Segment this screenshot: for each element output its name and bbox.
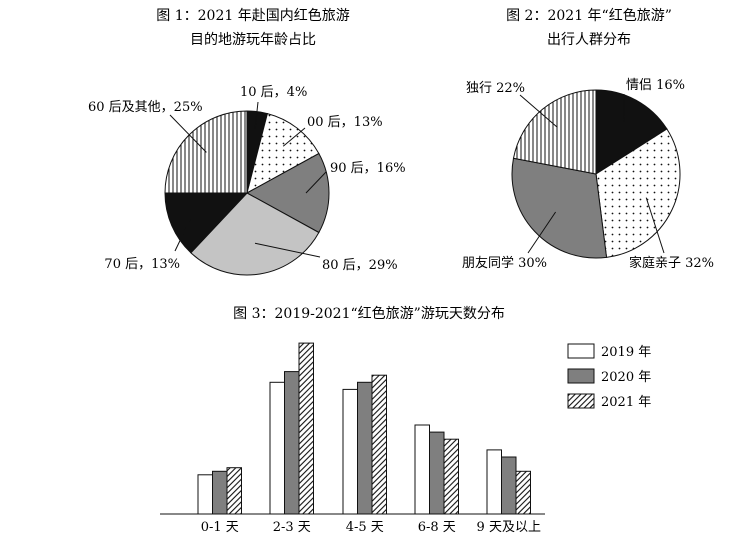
bar <box>443 438 459 515</box>
pie-slice-label: 60 后及其他，25% <box>88 100 203 115</box>
bar <box>197 474 213 515</box>
legend-swatch <box>567 368 595 384</box>
pie-leader-line <box>254 242 321 258</box>
chart3-title: 图 3：2019-2021“红色旅游”游玩天数分布 <box>233 305 505 322</box>
pie-slice-label: 独行 22% <box>466 81 525 96</box>
pie-slice <box>164 192 249 254</box>
bar-legend: 2019 年 2020 年 2021 年 <box>567 343 651 410</box>
legend-label: 2020 年 <box>601 370 651 385</box>
chart2-title: 图 2：2021 年“红色旅游” <box>506 7 672 24</box>
pie-slice-label: 情侣 16% <box>626 78 685 93</box>
pie-slice <box>246 112 320 194</box>
pie-leader-line <box>282 127 306 147</box>
pie-slice <box>245 152 330 234</box>
pie-slice <box>595 89 668 175</box>
bar <box>357 381 373 515</box>
legend-label: 2021 年 <box>601 395 651 410</box>
pie-leader-line <box>169 114 207 153</box>
pie-slice <box>511 157 608 259</box>
legend-label: 2019 年 <box>601 345 651 360</box>
legend-swatch <box>567 343 595 359</box>
chart1-subtitle: 目的地游玩年龄占比 <box>190 32 316 48</box>
pie-leader-line <box>519 94 558 128</box>
x-tick-label: 9 天及以上 <box>477 520 541 535</box>
bar <box>212 470 228 515</box>
pie-slice-label: 朋友同学 30% <box>462 255 547 271</box>
bar <box>342 388 358 515</box>
pie-leader-line <box>305 171 327 194</box>
bar <box>284 371 300 515</box>
bar-chart-days: 0-1 天 2-3 天 4-5 天 6-8 天 9 天及以上 <box>160 342 545 535</box>
pie-slice <box>190 192 320 276</box>
bar <box>226 467 242 515</box>
x-tick-label: 0-1 天 <box>201 520 239 535</box>
pie-slice-label: 70 后，13% <box>104 257 180 272</box>
legend-swatch <box>567 393 595 409</box>
x-tick-label: 6-8 天 <box>418 520 456 535</box>
chart2-subtitle: 出行人群分布 <box>547 32 631 48</box>
pie-slice <box>595 128 681 258</box>
pie-slice-label: 家庭亲子 32% <box>629 255 714 271</box>
pie-leader-line <box>254 101 259 130</box>
pie-slice <box>512 89 597 175</box>
bar <box>371 374 387 515</box>
pie-age-distribution: 10 后，4%00 后，13% 90 后，16% 80 后，29% 70 后，13% 6… <box>88 85 406 276</box>
bar <box>298 342 314 515</box>
bar <box>414 424 430 515</box>
pie-slice-label: 00 后，13% <box>307 115 383 130</box>
bar <box>269 381 285 515</box>
bar <box>429 431 445 515</box>
pie-slice-label: 80 后，29% <box>322 258 398 273</box>
x-tick-label: 4-5 天 <box>346 520 384 535</box>
chart1-title: 图 1：2021 年赴国内红色旅游 <box>156 7 349 24</box>
bar <box>486 449 502 515</box>
pie-slice-label: 90 后，16% <box>330 161 406 176</box>
bar <box>501 456 517 515</box>
pie-leader-line <box>527 211 557 254</box>
x-tick-label: 2-3 天 <box>273 520 311 535</box>
pie-traveler-group: 情侣 16% 家庭亲子 32% 朋友同学 30% 独行 22% <box>462 78 714 271</box>
bar <box>515 470 531 515</box>
pie-slice-label: 10 后，4% <box>240 85 307 100</box>
pie-leader-line <box>645 197 665 254</box>
pie-leader-line <box>174 216 192 252</box>
